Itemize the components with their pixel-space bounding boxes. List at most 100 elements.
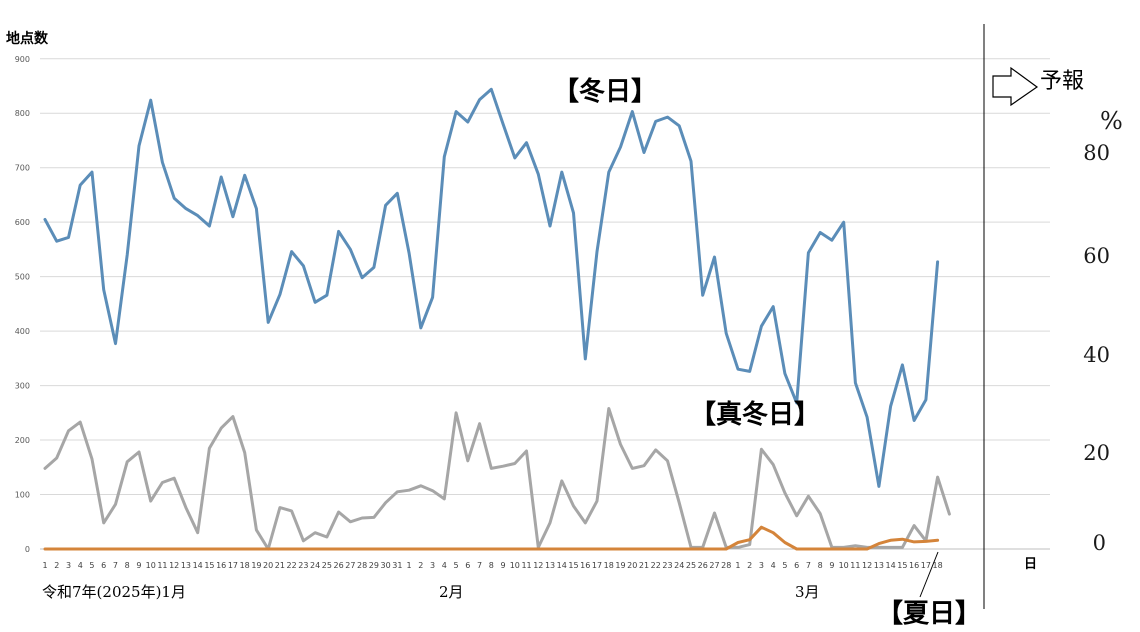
summer-day-pointer [919, 551, 939, 598]
x-tick-66: 8 [818, 561, 823, 570]
x-tick-7: 8 [125, 561, 130, 570]
x-tick-75: 17 [921, 561, 931, 570]
y-tick-900: 900 [15, 55, 30, 64]
y-tick-0: 0 [25, 545, 30, 554]
x-tick-64: 6 [794, 561, 799, 570]
x-tick-16: 17 [228, 561, 238, 570]
x-tick-46: 16 [580, 561, 590, 570]
x-tick-76: 18 [933, 561, 943, 570]
x-tick-12: 13 [181, 561, 191, 570]
x-tick-70: 12 [862, 561, 872, 570]
x-tick-27: 28 [357, 561, 367, 570]
x-tick-24: 25 [322, 561, 332, 570]
x-tick-69: 11 [850, 561, 860, 570]
x-tick-1: 2 [54, 561, 59, 570]
series-label-winter-day: 【冬日】 [553, 77, 657, 107]
forecast-label: 予報 [1040, 69, 1084, 94]
y-tick-200: 200 [15, 436, 30, 445]
x-tick-68: 10 [839, 561, 849, 570]
x-tick-61: 3 [759, 561, 764, 570]
x-tick-9: 10 [146, 561, 156, 570]
x-tick-13: 14 [193, 561, 203, 570]
x-tick-47: 17 [592, 561, 602, 570]
x-tick-25: 26 [334, 561, 344, 570]
x-tick-0: 1 [42, 561, 47, 570]
x-tick-43: 13 [545, 561, 555, 570]
x-tick-48: 18 [604, 561, 614, 570]
x-tick-65: 7 [806, 561, 811, 570]
x-axis-day-ticks: 1 2 3 4 5 6 7 8 9 10 11 12 13 14 15 16 17 18 19 20 21 22 23 24 2… [42, 561, 942, 570]
x-tick-31: 1 [407, 561, 412, 570]
x-tick-10: 11 [157, 561, 167, 570]
x-tick-39: 9 [501, 561, 506, 570]
x-tick-17: 18 [240, 561, 250, 570]
x-tick-60: 2 [747, 561, 752, 570]
x-tick-49: 19 [615, 561, 625, 570]
x-tick-14: 15 [204, 561, 214, 570]
x-tick-26: 27 [345, 561, 355, 570]
x-tick-52: 22 [651, 561, 661, 570]
y-axis-label: 地点数 [6, 30, 49, 47]
x-tick-18: 19 [251, 561, 261, 570]
y-tick-600: 600 [15, 218, 30, 227]
x-tick-73: 15 [897, 561, 907, 570]
series-label-summer-day: 【夏日】 [877, 599, 981, 629]
x-tick-40: 10 [510, 561, 520, 570]
x-tick-42: 12 [533, 561, 543, 570]
right-axis-ticks: 0 20 40 60 80 [1083, 141, 1110, 555]
series-line-summer-day [43, 525, 940, 551]
right-tick-60: 60 [1083, 244, 1110, 268]
x-tick-38: 8 [489, 561, 494, 570]
x-tick-58: 28 [721, 561, 731, 570]
x-tick-44: 14 [557, 561, 567, 570]
right-axis-unit: % [1100, 107, 1123, 135]
y-tick-400: 400 [15, 327, 30, 336]
y-tick-500: 500 [15, 273, 30, 282]
x-tick-41: 11 [521, 561, 531, 570]
x-tick-54: 24 [674, 561, 684, 570]
forecast-arrow-icon [992, 66, 1039, 107]
series-line-midwinter-day [43, 407, 951, 551]
x-tick-30: 31 [392, 561, 402, 570]
x-tick-34: 4 [442, 561, 447, 570]
x-tick-22: 23 [298, 561, 308, 570]
x-tick-53: 23 [662, 561, 672, 570]
x-tick-33: 3 [430, 561, 435, 570]
x-tick-2: 3 [66, 561, 71, 570]
x-tick-28: 29 [369, 561, 379, 570]
x-tick-51: 21 [639, 561, 649, 570]
x-tick-8: 9 [136, 561, 141, 570]
x-tick-55: 25 [686, 561, 696, 570]
y-tick-100: 100 [15, 491, 30, 500]
series-lines [43, 87, 951, 551]
month-label-feb: 2月 [439, 583, 464, 601]
x-tick-23: 24 [310, 561, 320, 570]
x-tick-19: 20 [263, 561, 273, 570]
series-label-midwinter-day: 【真冬日】 [690, 400, 820, 430]
x-tick-4: 5 [89, 561, 94, 570]
y-tick-700: 700 [15, 164, 30, 173]
right-tick-20: 20 [1083, 441, 1110, 465]
x-tick-5: 6 [101, 561, 106, 570]
x-tick-57: 27 [709, 561, 719, 570]
gridlines [40, 58, 1050, 550]
x-tick-20: 21 [275, 561, 285, 570]
right-tick-40: 40 [1083, 343, 1110, 367]
right-tick-80: 80 [1083, 141, 1110, 165]
x-tick-72: 14 [886, 561, 896, 570]
y-tick-300: 300 [15, 382, 30, 391]
x-tick-15: 16 [216, 561, 226, 570]
x-tick-29: 30 [381, 561, 391, 570]
month-label-mar: 3月 [795, 583, 820, 601]
x-tick-74: 16 [909, 561, 919, 570]
x-tick-11: 12 [169, 561, 179, 570]
x-tick-35: 5 [454, 561, 459, 570]
x-tick-32: 2 [418, 561, 423, 570]
month-label-jan: 令和7年(2025年)1月 [42, 583, 186, 601]
x-tick-21: 22 [287, 561, 297, 570]
left-axis-ticks: 0 100 200 300 400 500 600 700 800 900 [15, 55, 30, 554]
x-tick-63: 5 [782, 561, 787, 570]
x-tick-45: 15 [568, 561, 578, 570]
right-tick-0: 0 [1093, 531, 1106, 555]
